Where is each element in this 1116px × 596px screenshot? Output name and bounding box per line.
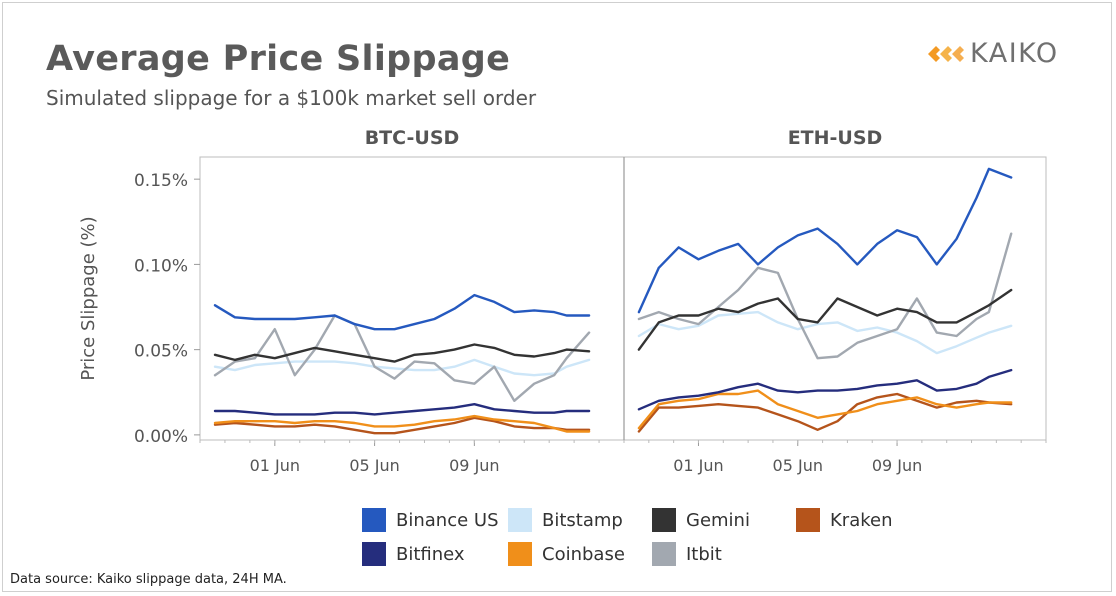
kaiko-logo: KAIKO xyxy=(926,38,1059,69)
y-tick-label: 0.15% xyxy=(134,171,188,191)
legend-item-gemini[interactable]: Gemini xyxy=(652,508,750,532)
chart-title: Average Price Slippage xyxy=(46,39,511,79)
series-line-btc-usd-gemini xyxy=(213,343,591,363)
series-line-btc-usd-coinbase xyxy=(213,414,591,433)
legend-label: Bitstamp xyxy=(542,509,623,531)
legend-swatch xyxy=(652,508,676,532)
legend-swatch xyxy=(652,542,676,566)
series-line-eth-usd-bitfinex xyxy=(637,368,1013,411)
plot-area-border xyxy=(199,156,1047,441)
series-line-btc-usd-itbit xyxy=(213,314,591,402)
legend-item-kraken[interactable]: Kraken xyxy=(796,508,893,532)
series-line-btc-usd-binance-us xyxy=(213,293,591,331)
slippage-chart: 0.00% 0.05% 0.10% 0.15% Price Slippage (%) BT… xyxy=(78,127,1047,475)
y-tick-label: 0.00% xyxy=(134,427,188,447)
series-line-eth-usd-coinbase xyxy=(637,389,1013,430)
y-tick-label: 0.10% xyxy=(134,256,188,276)
x-tick-label: 09 Jun xyxy=(449,456,499,475)
legend-swatch xyxy=(362,542,386,566)
legend-item-binance-us[interactable]: Binance US xyxy=(362,508,499,532)
data-source-note: Data source: Kaiko slippage data, 24H MA… xyxy=(10,572,287,587)
series-line-btc-usd-kraken xyxy=(213,416,591,435)
kaiko-logo-mark-icon xyxy=(928,45,964,62)
legend-label: Gemini xyxy=(686,509,750,531)
y-axis-label: Price Slippage (%) xyxy=(78,216,99,380)
series-line-eth-usd-gemini xyxy=(637,288,1013,351)
legend-label: Coinbase xyxy=(542,543,625,565)
series-line-eth-usd-kraken xyxy=(637,392,1013,433)
legend-swatch xyxy=(796,508,820,532)
series-line-eth-usd-itbit xyxy=(637,232,1013,360)
x-tick-label: 05 Jun xyxy=(349,456,399,475)
legend-label: Itbit xyxy=(686,543,722,565)
legend-label: Kraken xyxy=(830,509,893,531)
legend-item-coinbase[interactable]: Coinbase xyxy=(508,542,625,566)
legend-swatch xyxy=(508,542,532,566)
legend-item-bitfinex[interactable]: Bitfinex xyxy=(362,542,465,566)
legend-label: Bitfinex xyxy=(396,543,465,565)
x-tick-label: 05 Jun xyxy=(773,456,823,475)
legend-swatch xyxy=(362,508,386,532)
legend-item-itbit[interactable]: Itbit xyxy=(652,542,722,566)
x-tick-label: 09 Jun xyxy=(872,456,922,475)
x-tick-label: 01 Jun xyxy=(250,456,300,475)
legend-swatch xyxy=(508,508,532,532)
panel-title: ETH-USD xyxy=(788,127,883,149)
series-line-eth-usd-bitstamp xyxy=(637,310,1013,355)
legend-label: Binance US xyxy=(396,509,499,531)
kaiko-logo-text: KAIKO xyxy=(970,38,1059,69)
x-tick-label: 01 Jun xyxy=(673,456,723,475)
series-line-eth-usd-binance-us xyxy=(637,167,1013,314)
chart-subtitle: Simulated slippage for a $100k market se… xyxy=(46,86,537,110)
y-tick-label: 0.05% xyxy=(134,342,188,362)
legend-item-bitstamp[interactable]: Bitstamp xyxy=(508,508,623,532)
series-line-btc-usd-bitfinex xyxy=(213,403,591,416)
panel-title: BTC-USD xyxy=(365,127,460,149)
